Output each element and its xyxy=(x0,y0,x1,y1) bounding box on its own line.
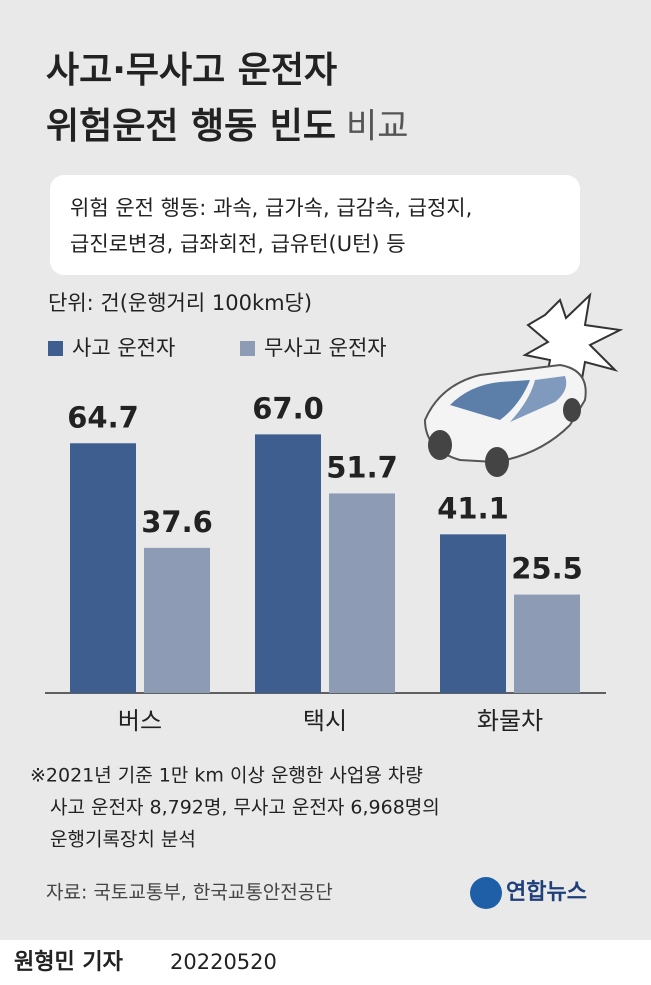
footnote-line: ※2021년 기준 1만 km 이상 운행한 사업용 차량 xyxy=(30,765,423,787)
footnote-line: 운행기록장치 분석 xyxy=(50,829,196,851)
value-label: 67.0 xyxy=(252,391,324,425)
title-line: 사고·무사고 운전자 xyxy=(46,50,337,91)
legend-label: 무사고 운전자 xyxy=(264,336,387,360)
bar xyxy=(329,493,395,693)
bar xyxy=(514,594,580,693)
x-tick-label: 택시 xyxy=(303,707,347,735)
value-label: 51.7 xyxy=(326,450,398,484)
car-illustration xyxy=(423,292,624,477)
unit-label: 단위: 건(운행거리 100km당) xyxy=(48,291,312,315)
logo-text: 연합뉴스 xyxy=(506,879,587,905)
note-box xyxy=(50,175,580,275)
legend-swatch xyxy=(48,341,63,356)
legend-swatch xyxy=(240,341,255,356)
date: 20220520 xyxy=(170,950,277,974)
value-label: 25.5 xyxy=(511,552,583,586)
note-line: 급진로변경, 급좌회전, 급유턴(U턴) 등 xyxy=(70,232,406,256)
value-label: 37.6 xyxy=(141,505,213,539)
title-suffix: 비교 xyxy=(346,107,409,147)
note-line: 위험 운전 행동: 과속, 급가속, 급감속, 급정지, xyxy=(70,196,472,220)
value-label: 41.1 xyxy=(437,491,509,525)
bar xyxy=(144,547,210,693)
logo-mark xyxy=(470,877,502,909)
byline: 원형민 기자 xyxy=(14,950,124,975)
footnote-line: 사고 운전자 8,792명, 무사고 운전자 6,968명의 xyxy=(50,797,440,819)
legend-label: 사고 운전자 xyxy=(72,336,175,360)
value-label: 64.7 xyxy=(67,400,139,434)
byline-strip xyxy=(0,940,651,985)
bar xyxy=(255,434,321,693)
bar xyxy=(70,443,136,693)
bar xyxy=(440,534,506,693)
x-tick-label: 화물차 xyxy=(477,707,543,735)
x-tick-label: 버스 xyxy=(118,707,162,735)
source: 자료: 국토교통부, 한국교통안전공단 xyxy=(46,882,333,904)
title-line: 위험운전 행동 빈도 xyxy=(46,106,336,147)
